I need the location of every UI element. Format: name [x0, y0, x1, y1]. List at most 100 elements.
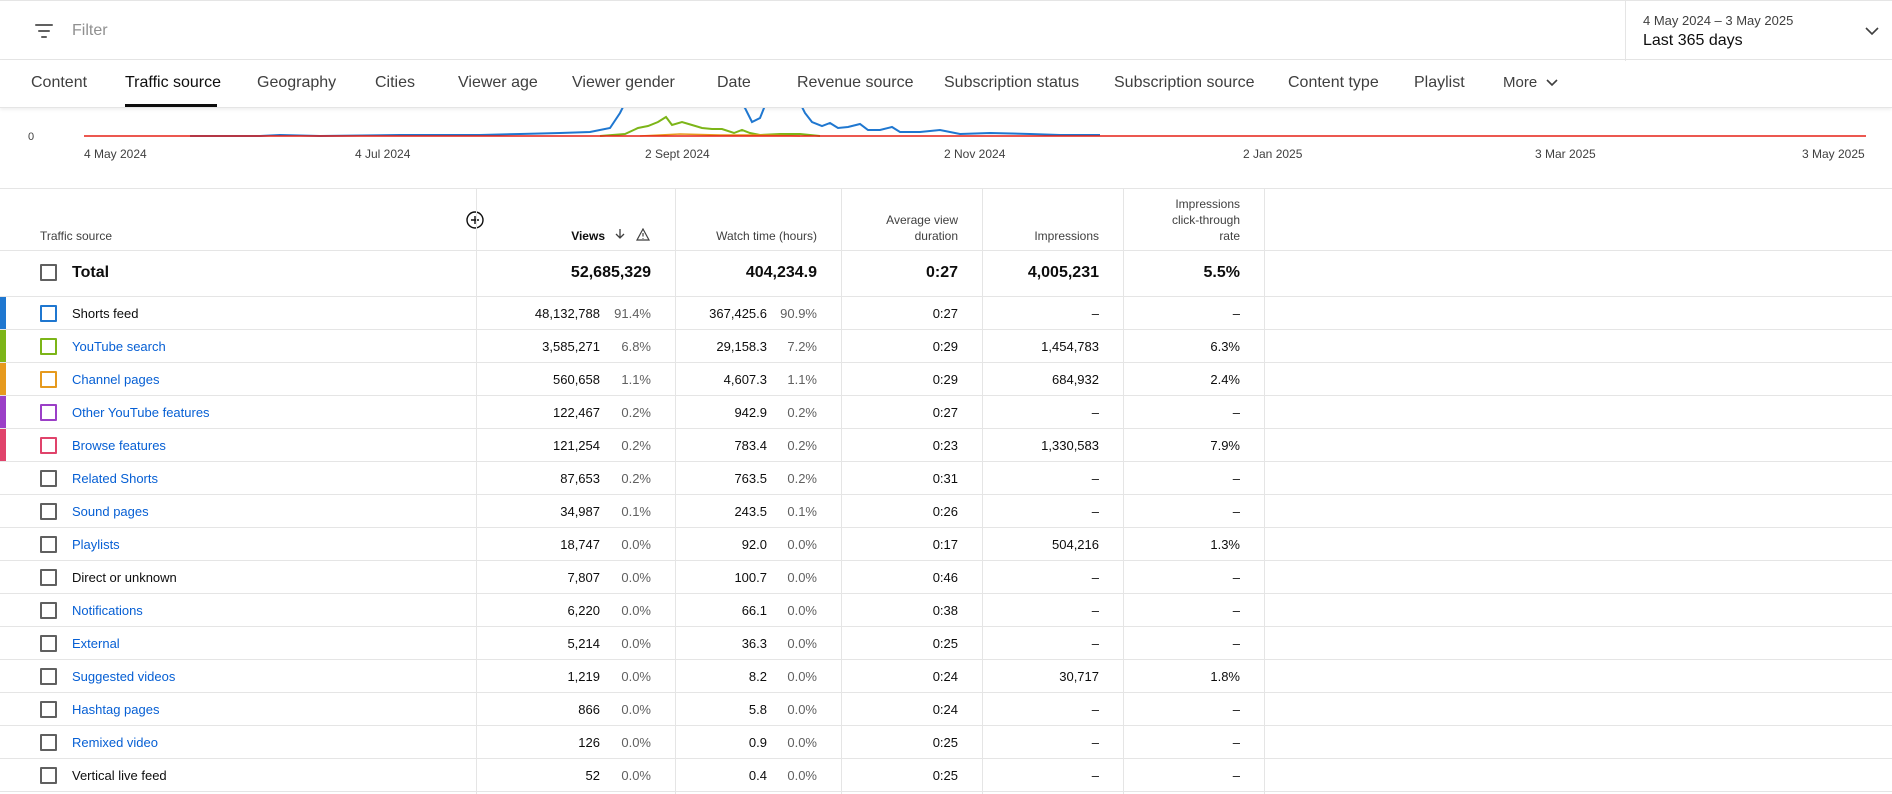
divider [0, 461, 1892, 462]
avd-value: 0:24 [932, 669, 958, 684]
traffic-source-link[interactable]: Playlists [72, 537, 120, 552]
impressions-value: – [1091, 405, 1099, 420]
watch-time-percent: 0.0% [787, 537, 817, 552]
tab-playlist[interactable]: Playlist [1414, 74, 1465, 91]
column-divider [982, 188, 983, 794]
views-percent: 6.8% [621, 339, 651, 354]
row-checkbox[interactable] [40, 338, 57, 355]
row-checkbox[interactable] [40, 503, 57, 520]
avd-value: 0:25 [932, 636, 958, 651]
views-percent: 0.2% [621, 405, 651, 420]
tab-subscription-source[interactable]: Subscription source [1114, 74, 1255, 91]
row-checkbox[interactable] [40, 536, 57, 553]
column-header-ctr-line2[interactable]: click-through [1171, 213, 1240, 227]
traffic-source-link[interactable]: YouTube search [72, 339, 166, 354]
avd-value: 0:38 [932, 603, 958, 618]
row-checkbox[interactable] [40, 404, 57, 421]
row-checkbox[interactable] [40, 602, 57, 619]
table-row: YouTube search 3,585,271 6.8% 29,158.3 7.2% 0… [0, 330, 1892, 363]
watch-time-value: 942.9 [734, 405, 767, 420]
ctr-value: – [1232, 504, 1240, 519]
tab-date[interactable]: Date [717, 74, 751, 91]
date-range-picker[interactable]: 4 May 2024 – 3 May 2025 Last 365 days [1625, 1, 1892, 61]
column-header-ctr-line3[interactable]: rate [1219, 229, 1240, 243]
row-checkbox[interactable] [40, 569, 57, 586]
tab-viewer-age[interactable]: Viewer age [458, 74, 538, 91]
series-color-indicator [0, 330, 6, 363]
table-row: Browse features 121,254 0.2% 783.4 0.2% 0:23 1… [0, 429, 1892, 462]
divider [0, 758, 1892, 759]
views-value: 7,807 [567, 570, 600, 585]
traffic-source-link[interactable]: Channel pages [72, 372, 160, 387]
add-column-icon[interactable] [466, 211, 484, 229]
column-header-views[interactable]: Views [571, 229, 605, 243]
watch-time-value: 367,425.6 [709, 306, 767, 321]
tab-content-type[interactable]: Content type [1288, 74, 1379, 91]
tab-more[interactable]: More [1503, 74, 1559, 91]
traffic-source-link[interactable]: Sound pages [72, 504, 149, 519]
traffic-source-link[interactable]: Other YouTube features [72, 405, 210, 420]
column-header-impressions[interactable]: Impressions [1034, 229, 1099, 243]
impressions-value: – [1091, 735, 1099, 750]
tab-geography[interactable]: Geography [257, 74, 337, 91]
impressions-value: 684,932 [1052, 372, 1099, 387]
chevron-down-icon[interactable] [1864, 23, 1880, 39]
row-checkbox[interactable] [40, 371, 57, 388]
row-checkbox[interactable] [40, 437, 57, 454]
filter-icon[interactable] [34, 23, 54, 39]
filter-input[interactable]: Filter [72, 22, 108, 39]
traffic-source-link[interactable]: Browse features [72, 438, 166, 453]
column-divider [675, 188, 676, 794]
views-value: 126 [578, 735, 600, 750]
ctr-value: – [1232, 768, 1240, 783]
ctr-value: 1.3% [1210, 537, 1240, 552]
date-range-text: 4 May 2024 – 3 May 2025 [1643, 13, 1794, 28]
table-row: Remixed video 126 0.0% 0.9 0.0% 0:25 – – [0, 726, 1892, 759]
tab-viewer-gender[interactable]: Viewer gender [572, 74, 675, 91]
views-percent: 0.0% [621, 669, 651, 684]
ctr-value: – [1232, 405, 1240, 420]
row-checkbox[interactable] [40, 701, 57, 718]
tab-cities[interactable]: Cities [375, 74, 416, 91]
divider [0, 494, 1892, 495]
views-value: 87,653 [560, 471, 600, 486]
divider [0, 560, 1892, 561]
traffic-source-link[interactable]: Remixed video [72, 735, 158, 750]
column-header-avd-line1[interactable]: Average view [886, 213, 958, 227]
column-header-avd-line2[interactable]: duration [914, 229, 958, 243]
column-divider [841, 188, 842, 794]
divider [0, 428, 1892, 429]
tab-traffic-source[interactable]: Traffic source [125, 74, 222, 91]
traffic-source-link[interactable]: Hashtag pages [72, 702, 160, 717]
tab-content[interactable]: Content [31, 74, 88, 91]
row-checkbox[interactable] [40, 635, 57, 652]
avd-value: 0:26 [932, 504, 958, 519]
traffic-chart: 0 4 May 2024 4 Jul 2024 2 Sept 2024 2 No… [0, 108, 1892, 188]
warning-icon[interactable] [636, 228, 650, 241]
row-checkbox[interactable] [40, 767, 57, 784]
traffic-source-link[interactable]: Suggested videos [72, 669, 176, 684]
x-axis-tick: 2 Sept 2024 [645, 147, 710, 161]
table-row: Sound pages 34,987 0.1% 243.5 0.1% 0:26 – – [0, 495, 1892, 528]
date-range-label: Last 365 days [1643, 32, 1743, 49]
views-percent: 0.0% [621, 768, 651, 783]
total-checkbox[interactable] [40, 264, 57, 281]
column-header-ctr-line1[interactable]: Impressions [1175, 197, 1240, 211]
tab-revenue-source[interactable]: Revenue source [797, 74, 914, 91]
avd-value: 0:31 [932, 471, 958, 486]
traffic-source-link[interactable]: Notifications [72, 603, 143, 618]
column-header-watch-time[interactable]: Watch time (hours) [716, 229, 817, 243]
traffic-source-link[interactable]: Related Shorts [72, 471, 158, 486]
row-checkbox[interactable] [40, 668, 57, 685]
traffic-source-link[interactable]: External [72, 636, 120, 651]
column-header-traffic-source[interactable]: Traffic source [40, 229, 113, 243]
row-checkbox[interactable] [40, 734, 57, 751]
row-checkbox[interactable] [40, 305, 57, 322]
watch-time-value: 783.4 [734, 438, 767, 453]
watch-time-percent: 0.0% [787, 768, 817, 783]
tab-subscription-status[interactable]: Subscription status [944, 74, 1080, 91]
watch-time-value: 29,158.3 [716, 339, 767, 354]
row-checkbox[interactable] [40, 470, 57, 487]
sort-descending-icon[interactable] [614, 228, 626, 240]
chart-plot [84, 108, 1866, 138]
